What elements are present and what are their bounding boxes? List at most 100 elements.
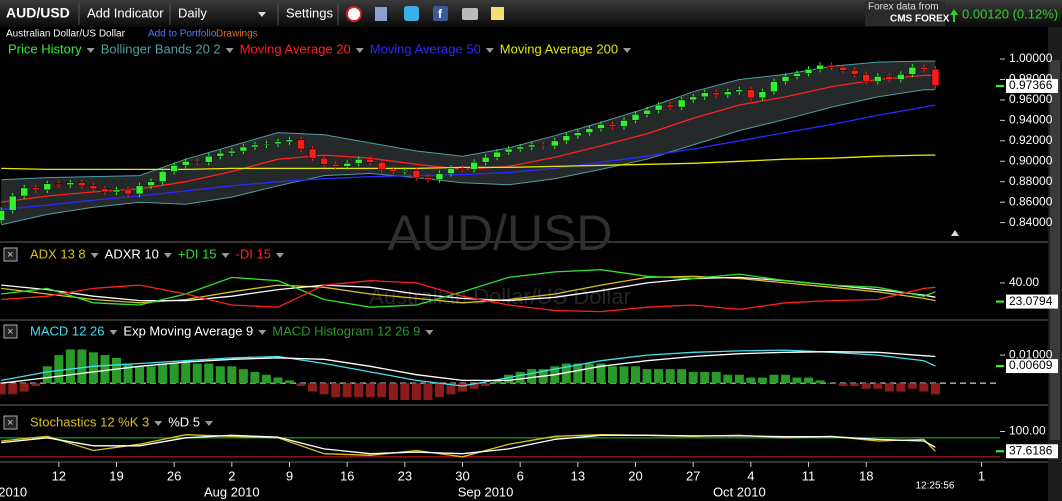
- histogram-bar: [158, 363, 168, 384]
- legend-dropdown[interactable]: [221, 253, 230, 258]
- add-to-portfolio[interactable]: Add to Portfolio: [148, 29, 217, 40]
- legend-entry[interactable]: -DI 15: [236, 246, 271, 261]
- candle-body: [747, 89, 755, 99]
- legend-dropdown[interactable]: [154, 421, 163, 426]
- legend-dropdown[interactable]: [163, 253, 172, 258]
- legend-entry[interactable]: Price History: [8, 41, 82, 56]
- indicator-line: [1, 351, 936, 384]
- add-indicator[interactable]: Add Indicator: [87, 5, 164, 20]
- candle-body: [32, 187, 40, 191]
- x-tick-label: 12: [52, 468, 66, 483]
- twitter-icon[interactable]: [404, 6, 419, 21]
- symbol[interactable]: AUD/USD: [6, 5, 70, 21]
- histogram-bar: [331, 383, 341, 398]
- candle-body: [20, 187, 28, 197]
- legend-entry[interactable]: MACD 12 26: [30, 323, 104, 338]
- candle-body: [516, 146, 524, 150]
- legend-entry[interactable]: Moving Average 50: [370, 41, 481, 56]
- y-tick-label: 1.00000: [1009, 51, 1053, 65]
- legend-entry[interactable]: %D 5: [168, 414, 200, 429]
- interval[interactable]: Daily: [178, 5, 207, 20]
- last-value-box: [1006, 444, 1058, 459]
- candle-body: [170, 165, 178, 172]
- histogram-bar: [677, 369, 687, 384]
- legend-entry[interactable]: ADXR 10: [105, 246, 159, 261]
- candle-body: [112, 189, 121, 193]
- candle-body: [205, 155, 213, 163]
- drawings[interactable]: Drawings: [216, 29, 258, 40]
- candle-body: [216, 152, 225, 157]
- candle-body: [239, 146, 248, 152]
- legend-dropdown[interactable]: [425, 330, 434, 335]
- legend-entry[interactable]: Bollinger Bands 20 2: [101, 41, 221, 56]
- indicator-line: [1, 104, 936, 210]
- legend-dropdown[interactable]: [623, 48, 632, 53]
- candle-body: [262, 143, 271, 146]
- settings[interactable]: Settings: [286, 5, 333, 20]
- histogram-bar: [135, 366, 145, 384]
- candle-body: [839, 66, 847, 71]
- histogram-bar: [354, 383, 364, 398]
- close-box[interactable]: [3, 415, 18, 430]
- copy-icon[interactable]: [375, 7, 387, 21]
- candle-body: [308, 148, 317, 159]
- dropdown-arrow[interactable]: [258, 12, 266, 17]
- x-tick-label: 16: [340, 468, 354, 483]
- legend-entry[interactable]: Moving Average 200: [500, 41, 618, 56]
- legend-entry[interactable]: MACD Histogram 12 26 9: [272, 323, 420, 338]
- legend-dropdown[interactable]: [485, 48, 494, 53]
- x-tick-label: 18: [859, 468, 873, 483]
- candle-body: [354, 158, 363, 164]
- legend-dropdown[interactable]: [86, 48, 95, 53]
- candle-body: [908, 66, 917, 75]
- histogram-bar: [65, 349, 75, 384]
- histogram-bar: [469, 383, 479, 389]
- candle-body: [585, 128, 594, 133]
- legend-dropdown[interactable]: [205, 421, 214, 426]
- histogram-bar: [77, 349, 87, 384]
- histogram-bar: [446, 383, 456, 395]
- histogram-bar: [700, 371, 710, 384]
- candle-body: [412, 170, 421, 178]
- candle-body: [862, 74, 870, 82]
- candle-body: [378, 162, 386, 170]
- candle-body: [343, 163, 351, 167]
- watermark: AUD/USD: [387, 205, 612, 261]
- y-tick-label: 100.00: [1009, 424, 1046, 438]
- legend-dropdown[interactable]: [225, 48, 234, 53]
- legend-entry[interactable]: ADX 13 8: [30, 246, 86, 261]
- histogram-bar: [780, 374, 790, 384]
- facebook-icon[interactable]: [433, 6, 448, 21]
- histogram-bar: [146, 366, 156, 384]
- legend-dropdown[interactable]: [90, 253, 99, 258]
- legend-entry[interactable]: Stochastics 12 %K 3: [30, 414, 149, 429]
- candle-body: [158, 171, 167, 182]
- month-label: Oct 2010: [713, 484, 766, 499]
- camera-icon[interactable]: [462, 8, 478, 20]
- legend-dropdown[interactable]: [355, 48, 364, 53]
- histogram-bar: [54, 355, 64, 384]
- scroll-arrow[interactable]: [951, 230, 959, 236]
- histogram-bar: [631, 366, 641, 384]
- note-icon[interactable]: [491, 7, 504, 20]
- candle-body: [181, 161, 190, 166]
- histogram-bar: [388, 383, 398, 400]
- alert-icon[interactable]: [346, 6, 362, 22]
- scrollbar-thumb[interactable]: [1050, 60, 1060, 440]
- legend-dropdown[interactable]: [109, 330, 118, 335]
- legend-entry[interactable]: +DI 15: [178, 246, 217, 261]
- legend-dropdown[interactable]: [258, 330, 267, 335]
- histogram-bar: [423, 383, 433, 400]
- legend-entry[interactable]: Exp Moving Average 9: [123, 323, 253, 338]
- histogram-bar: [504, 374, 514, 384]
- histogram-bar: [919, 383, 929, 392]
- candle-body: [401, 170, 409, 172]
- candle-body: [435, 173, 444, 180]
- candle-body: [481, 156, 490, 163]
- legend-entry[interactable]: Moving Average 20: [240, 41, 351, 56]
- candle-body: [43, 183, 52, 191]
- close-box[interactable]: [3, 324, 18, 339]
- candle-body: [527, 144, 536, 148]
- legend-dropdown[interactable]: [275, 253, 284, 258]
- close-box[interactable]: [3, 247, 18, 262]
